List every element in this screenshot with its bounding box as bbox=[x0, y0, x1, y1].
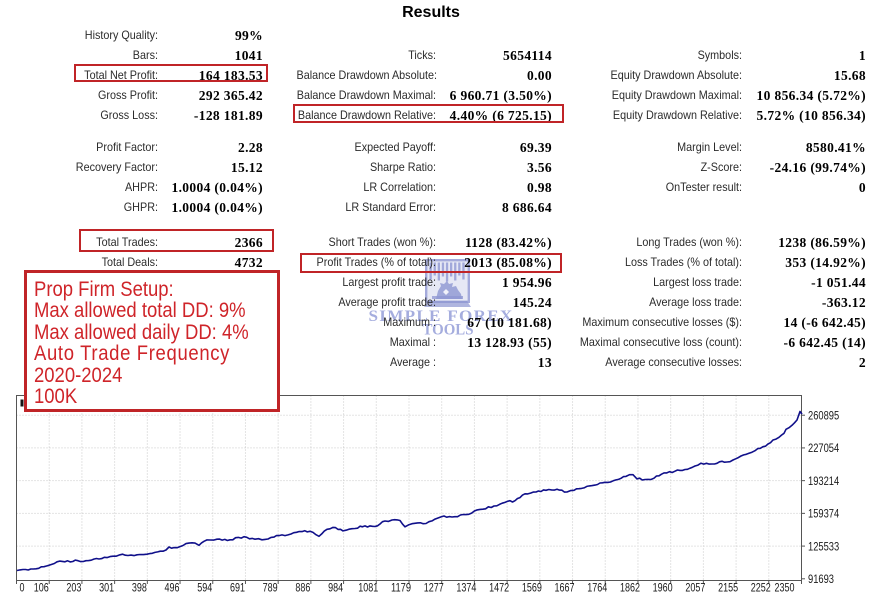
svg-text:1569: 1569 bbox=[522, 581, 542, 595]
svg-text:2057: 2057 bbox=[685, 581, 705, 595]
svg-text:TOOLS: TOOLS bbox=[423, 322, 474, 339]
svg-text:984: 984 bbox=[328, 581, 343, 595]
svg-text:227054: 227054 bbox=[808, 441, 839, 455]
svg-text:398: 398 bbox=[132, 581, 147, 595]
svg-text:91693: 91693 bbox=[808, 572, 834, 586]
svg-text:301: 301 bbox=[99, 581, 114, 595]
svg-text:1179: 1179 bbox=[391, 581, 411, 595]
svg-text:125533: 125533 bbox=[808, 539, 839, 553]
svg-text:1472: 1472 bbox=[489, 581, 509, 595]
svg-text:496: 496 bbox=[165, 581, 180, 595]
svg-text:1374: 1374 bbox=[456, 581, 476, 595]
svg-text:106: 106 bbox=[34, 581, 49, 595]
svg-text:193214: 193214 bbox=[808, 474, 839, 488]
svg-text:1081: 1081 bbox=[358, 581, 378, 595]
svg-text:159374: 159374 bbox=[808, 507, 839, 521]
svg-text:2350: 2350 bbox=[775, 581, 795, 595]
svg-text:1764: 1764 bbox=[587, 581, 607, 595]
svg-text:1862: 1862 bbox=[620, 581, 640, 595]
svg-text:260895: 260895 bbox=[808, 408, 839, 422]
svg-text:0: 0 bbox=[20, 581, 25, 595]
svg-text:886: 886 bbox=[295, 581, 310, 595]
svg-text:1960: 1960 bbox=[653, 581, 673, 595]
svg-text:789: 789 bbox=[263, 581, 278, 595]
svg-text:2155: 2155 bbox=[718, 581, 738, 595]
svg-text:594: 594 bbox=[197, 581, 212, 595]
svg-text:203: 203 bbox=[66, 581, 81, 595]
svg-text:2252: 2252 bbox=[751, 581, 771, 595]
svg-text:691: 691 bbox=[230, 581, 245, 595]
svg-text:1667: 1667 bbox=[555, 581, 575, 595]
svg-text:1277: 1277 bbox=[424, 581, 444, 595]
svg-text:SIMPLE FOREX: SIMPLE FOREX bbox=[369, 308, 514, 325]
